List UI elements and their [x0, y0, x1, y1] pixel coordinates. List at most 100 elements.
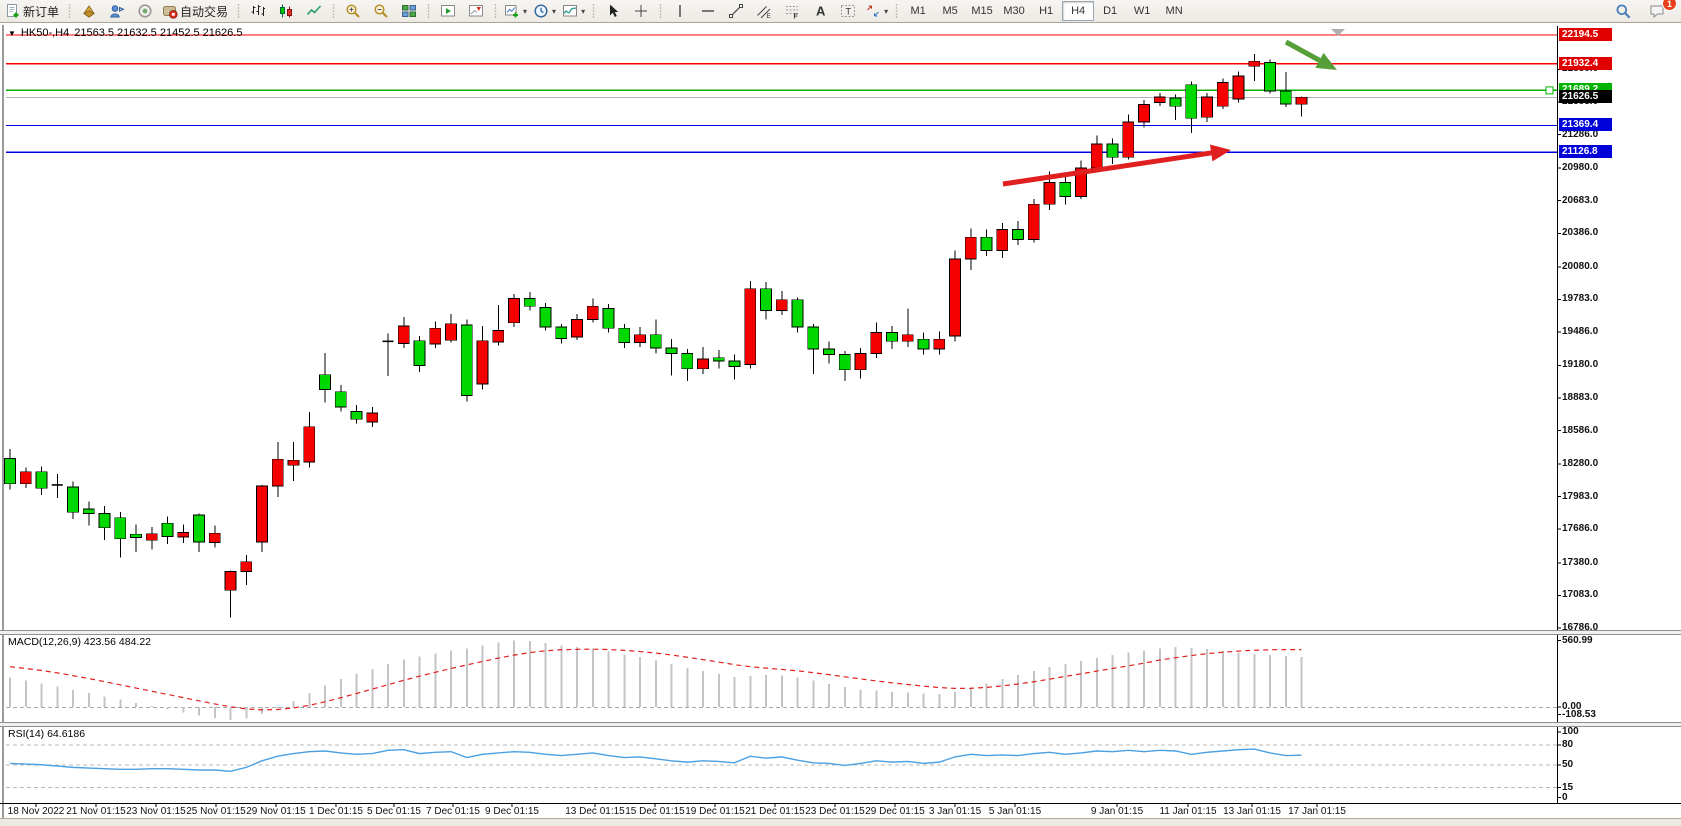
collapse-triangle-icon[interactable]: ▼ [8, 28, 16, 38]
line-selection-handle[interactable] [1545, 86, 1554, 95]
annotation-arrow-line[interactable] [1002, 150, 1212, 187]
price-line-label: 21932.4 [1559, 56, 1612, 70]
candle-body [19, 471, 32, 485]
price-tick-label: 19486.0 [1562, 325, 1599, 337]
rsi-tick-label: 50 [1562, 758, 1574, 770]
candle-body [1169, 97, 1182, 107]
candle-body [35, 471, 48, 489]
candle-body [1248, 60, 1261, 67]
zoom-out-button[interactable] [367, 0, 395, 22]
timeframe-button-m15[interactable]: M15 [971, 5, 993, 17]
price-tick-label: 17380.0 [1562, 556, 1599, 568]
arrows-tool-button[interactable]: ▾ [862, 0, 891, 22]
annotation-arrow-head[interactable] [1315, 52, 1337, 70]
search-button[interactable] [1609, 0, 1637, 22]
auto-scroll-button[interactable] [434, 0, 462, 22]
new-order-button-label: 新订单 [23, 4, 60, 19]
rsi-tick-label: 0 [1562, 791, 1568, 803]
new-chart-button[interactable]: ▾ [501, 0, 530, 22]
macd-panel [6, 640, 1557, 720]
candle-body [681, 353, 694, 370]
timeframe-button-h4[interactable]: H4 [1062, 1, 1095, 21]
chat-button[interactable]: 1 [1643, 0, 1677, 22]
timeframe-button-w1[interactable]: W1 [1133, 5, 1151, 17]
candle-body [240, 561, 253, 572]
timeframe-button-m1[interactable]: M1 [910, 5, 926, 17]
timeframe-button-m5[interactable]: M5 [942, 5, 958, 17]
annotation-arrow-line[interactable] [1284, 39, 1321, 63]
signal-icon [138, 4, 152, 18]
zoom-out-icon [374, 4, 388, 18]
panel-separator-macd[interactable] [0, 630, 1681, 635]
svg-text:E: E [767, 13, 772, 19]
autoscroll-icon [441, 5, 456, 17]
window-left-frame [2, 25, 4, 820]
arrows-icon [867, 5, 879, 17]
candle-body [1090, 143, 1103, 169]
candle-body [1201, 96, 1213, 118]
trendline-tool-button[interactable] [722, 0, 750, 22]
price-tick-label: 20980.0 [1562, 162, 1599, 174]
timeframe-button-h1[interactable]: H1 [1039, 5, 1054, 17]
chevron-down-icon: ▾ [523, 6, 528, 16]
candle-body [744, 288, 757, 365]
search-icon [1616, 4, 1631, 19]
vertical-line-tool-button[interactable] [666, 0, 694, 22]
date-tick-label: 9 Dec 01:15 [485, 806, 539, 817]
equidistant-channel-tool-button[interactable]: E [750, 0, 778, 22]
strategy-tester-button[interactable] [103, 0, 131, 22]
panel-separator-rsi[interactable] [0, 722, 1681, 727]
date-tick-label: 29 Nov 01:15 [246, 806, 306, 817]
text-label-tool-button[interactable]: T [834, 0, 862, 22]
candle-body [634, 334, 646, 343]
chevron-down-icon: ▾ [552, 6, 557, 16]
zoom-in-button[interactable] [339, 0, 367, 22]
macd-tick-label: 0.00 [1562, 701, 1582, 712]
candle-body [1059, 181, 1072, 198]
candle-body [1279, 90, 1292, 105]
tile-windows-button[interactable] [395, 0, 423, 22]
date-tick-label: 21 Dec 01:15 [745, 806, 805, 817]
bar-chart-button[interactable] [244, 0, 272, 22]
price-tick-label: 19180.0 [1562, 359, 1599, 371]
candle-body [728, 360, 741, 367]
chart-shift-button[interactable] [462, 0, 490, 22]
candle-body [397, 325, 410, 344]
price-tick-label: 17983.0 [1562, 490, 1599, 502]
crosshair-tool-button[interactable] [627, 0, 655, 22]
timeframe-button-mn[interactable]: MN [1165, 5, 1183, 17]
new-order-icon [7, 4, 19, 18]
candle-body [870, 332, 883, 354]
price-tick-label: 20386.0 [1562, 227, 1599, 239]
candle-body [1043, 181, 1056, 205]
candle-body [1106, 143, 1119, 158]
periods-button[interactable]: ▾ [530, 0, 559, 22]
candle-body [1138, 104, 1150, 123]
chart-shift-marker-icon[interactable] [1331, 29, 1345, 36]
annotation-arrow-head[interactable] [1209, 144, 1231, 162]
candle-body [886, 332, 898, 342]
fibonacci-tool-button[interactable]: F [778, 0, 806, 22]
signals-button[interactable] [131, 0, 159, 22]
shift-icon [469, 5, 484, 17]
candles-icon [280, 4, 293, 18]
candle-body [1075, 167, 1087, 198]
new-order-button[interactable]: 新订单 [2, 0, 64, 22]
horizontal-line-tool-button[interactable] [694, 0, 722, 22]
text-tool-button[interactable]: A [806, 0, 834, 22]
auto-trading-button[interactable]: 自动交易 [159, 0, 233, 22]
chart-window[interactable]: ▼ HK50-,H4 21563.5 21632.5 21452.5 21626… [0, 25, 1681, 826]
chevron-down-icon: ▾ [581, 6, 586, 16]
chart-canvas[interactable] [0, 25, 1681, 826]
line-chart-button[interactable] [300, 0, 328, 22]
market-depth-button[interactable] [75, 0, 103, 22]
timeframe-button-d1[interactable]: D1 [1103, 5, 1118, 17]
cursor-tool-button[interactable] [599, 0, 627, 22]
horizontal-line-objects[interactable] [6, 34, 1557, 153]
indicators-button[interactable]: ▾ [559, 0, 588, 22]
candle-body [571, 319, 583, 338]
cursor-icon [610, 4, 619, 17]
timeframe-button-m30[interactable]: M30 [1003, 5, 1025, 17]
candlestick-chart-button[interactable] [272, 0, 300, 22]
price-line-label: 22194.5 [1559, 28, 1612, 41]
